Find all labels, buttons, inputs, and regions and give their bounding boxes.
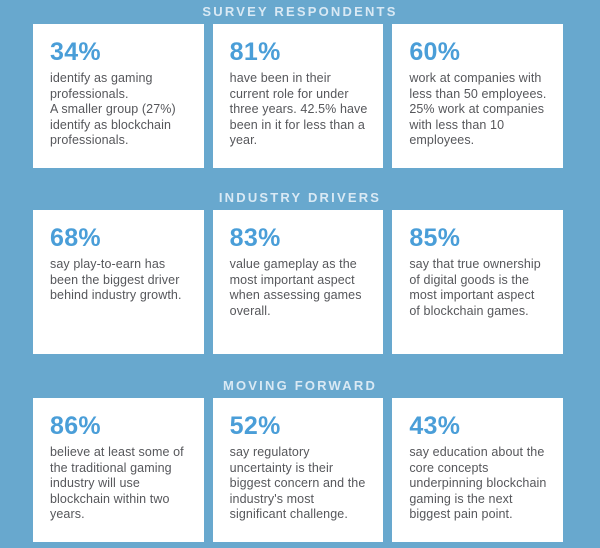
stat-value: 60% [409,38,461,66]
stat-card: 68% say play-to-earn has been the bigges… [33,210,204,354]
stat-card: 34% identify as gaming professionals. A … [33,24,204,168]
section-industry-drivers: INDUSTRY DRIVERS 68% say play-to-earn ha… [0,188,600,354]
stat-card: 85% say that true ownership of digital g… [392,210,563,354]
stat-description: say education about the core concepts un… [409,445,547,521]
stat-value: 34% [50,38,101,66]
stat-card: 52% say regulatory uncertainty is their … [212,398,384,542]
stat-value: 68% [50,224,101,252]
stat-description: identify as gaming professionals. A smal… [50,71,176,147]
stat-description: say that true ownership of digital goods… [409,257,541,318]
card-row: 86% believe at least some of the traditi… [0,398,600,542]
stat-value: 83% [229,224,281,252]
stat-description: say regulatory uncertainty is their bigg… [229,445,366,521]
stat-card: 60% work at companies with less than 50 … [392,24,563,168]
section-survey-respondents: SURVEY RESPONDENTS 34% identify as gamin… [0,2,600,168]
stat-description: have been in their current role for unde… [229,71,368,147]
section-title-industry-drivers: INDUSTRY DRIVERS [218,190,382,205]
stat-description: say play-to-earn has been the biggest dr… [50,257,182,302]
stat-description: value gameplay as the most important asp… [229,257,362,318]
stat-value: 43% [409,412,461,440]
section-moving-forward: MOVING FORWARD 86% believe at least some… [0,376,600,542]
stat-description: work at companies with less than 50 empl… [409,71,547,147]
card-row: 34% identify as gaming professionals. A … [0,24,600,168]
stat-description: believe at least some of the traditional… [50,445,184,521]
stat-card: 43% say education about the core concept… [392,398,563,542]
card-row: 68% say play-to-earn has been the bigges… [0,210,600,354]
stat-value: 52% [229,412,281,440]
section-title-survey-respondents: SURVEY RESPONDENTS [202,4,398,19]
stat-card: 81% have been in their current role for … [212,24,384,168]
stat-value: 81% [229,38,281,66]
stat-value: 86% [50,412,101,440]
section-title-moving-forward: MOVING FORWARD [222,378,378,393]
stat-value: 85% [409,224,461,252]
stat-card: 83% value gameplay as the most important… [212,210,384,354]
stat-card: 86% believe at least some of the traditi… [33,398,204,542]
